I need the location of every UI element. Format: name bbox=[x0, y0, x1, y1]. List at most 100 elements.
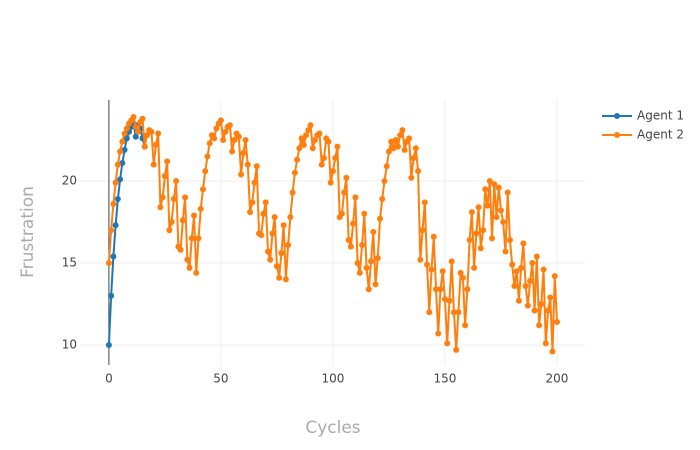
data-point bbox=[343, 174, 350, 181]
data-point bbox=[173, 178, 180, 185]
x-tick-label: 200 bbox=[546, 372, 569, 386]
data-point bbox=[123, 135, 130, 142]
data-point bbox=[385, 148, 392, 155]
data-point bbox=[453, 346, 460, 353]
data-point bbox=[484, 202, 491, 209]
data-point bbox=[112, 222, 119, 229]
data-point bbox=[491, 181, 498, 188]
data-point bbox=[179, 217, 186, 224]
legend-label: Agent 1 bbox=[637, 109, 684, 123]
data-point bbox=[152, 141, 159, 148]
data-point bbox=[135, 128, 142, 135]
data-point bbox=[247, 209, 254, 216]
data-point bbox=[108, 227, 115, 234]
data-point bbox=[114, 161, 121, 168]
data-point bbox=[309, 145, 316, 152]
data-point bbox=[320, 155, 327, 162]
data-point bbox=[426, 309, 433, 316]
data-point bbox=[466, 237, 473, 244]
data-point bbox=[300, 141, 307, 148]
data-point bbox=[105, 260, 112, 267]
data-point bbox=[383, 163, 390, 170]
data-point bbox=[502, 248, 509, 255]
data-point bbox=[412, 145, 419, 152]
data-point bbox=[177, 246, 184, 253]
data-point bbox=[365, 286, 372, 293]
data-point bbox=[347, 243, 354, 250]
data-point bbox=[132, 123, 139, 130]
data-point bbox=[341, 189, 348, 196]
data-point bbox=[551, 273, 558, 280]
data-point bbox=[141, 143, 148, 150]
data-point bbox=[511, 282, 518, 289]
data-point bbox=[148, 128, 155, 135]
data-point bbox=[515, 297, 522, 304]
data-point bbox=[504, 189, 511, 196]
data-point bbox=[444, 340, 451, 347]
data-point bbox=[428, 266, 435, 273]
data-point bbox=[222, 128, 229, 135]
data-point bbox=[354, 260, 361, 267]
data-point bbox=[235, 133, 242, 140]
data-point bbox=[229, 148, 236, 155]
data-point bbox=[166, 227, 173, 234]
data-point bbox=[419, 227, 426, 234]
data-point bbox=[493, 214, 500, 221]
data-point bbox=[540, 266, 547, 273]
y-tick-label: 15 bbox=[62, 256, 77, 270]
data-point bbox=[401, 146, 408, 153]
data-point bbox=[368, 258, 375, 265]
series-line bbox=[107, 121, 146, 346]
data-point bbox=[303, 132, 310, 139]
data-point bbox=[489, 235, 496, 242]
data-point bbox=[549, 348, 556, 355]
data-point bbox=[186, 264, 193, 271]
data-point bbox=[361, 210, 368, 217]
data-point bbox=[291, 169, 298, 176]
data-point bbox=[305, 127, 312, 134]
data-point bbox=[529, 260, 536, 267]
data-point bbox=[150, 161, 157, 168]
data-point bbox=[533, 253, 540, 260]
data-point bbox=[280, 222, 287, 229]
data-point bbox=[370, 228, 377, 235]
data-point bbox=[231, 137, 238, 144]
data-point bbox=[421, 199, 428, 206]
data-point bbox=[264, 248, 271, 255]
data-point bbox=[119, 138, 126, 145]
data-point bbox=[410, 155, 417, 162]
data-point bbox=[253, 163, 260, 170]
data-point bbox=[121, 130, 128, 137]
data-point bbox=[520, 240, 527, 247]
data-point bbox=[345, 237, 352, 244]
data-point bbox=[242, 137, 249, 144]
data-point bbox=[486, 178, 493, 185]
data-point bbox=[193, 269, 200, 276]
data-point bbox=[157, 204, 164, 211]
data-point bbox=[161, 173, 168, 180]
data-point bbox=[188, 235, 195, 242]
data-point bbox=[287, 214, 294, 221]
data-point bbox=[117, 176, 124, 183]
data-point bbox=[399, 127, 406, 134]
data-point bbox=[164, 158, 171, 165]
y-tick-label: 10 bbox=[62, 337, 77, 351]
data-point bbox=[379, 196, 386, 203]
data-point bbox=[296, 145, 303, 152]
data-point bbox=[462, 322, 469, 329]
data-point bbox=[108, 292, 115, 299]
data-point bbox=[269, 230, 276, 237]
data-point bbox=[455, 309, 462, 316]
data-point bbox=[482, 186, 489, 193]
data-point bbox=[446, 297, 453, 304]
data-point bbox=[538, 300, 545, 307]
data-point bbox=[123, 125, 130, 132]
data-point bbox=[376, 215, 383, 222]
data-point bbox=[553, 319, 560, 326]
data-point bbox=[273, 263, 280, 270]
data-point bbox=[260, 210, 267, 217]
data-point bbox=[318, 161, 325, 168]
data-point bbox=[471, 264, 478, 271]
data-point bbox=[527, 278, 534, 285]
data-point bbox=[338, 210, 345, 217]
